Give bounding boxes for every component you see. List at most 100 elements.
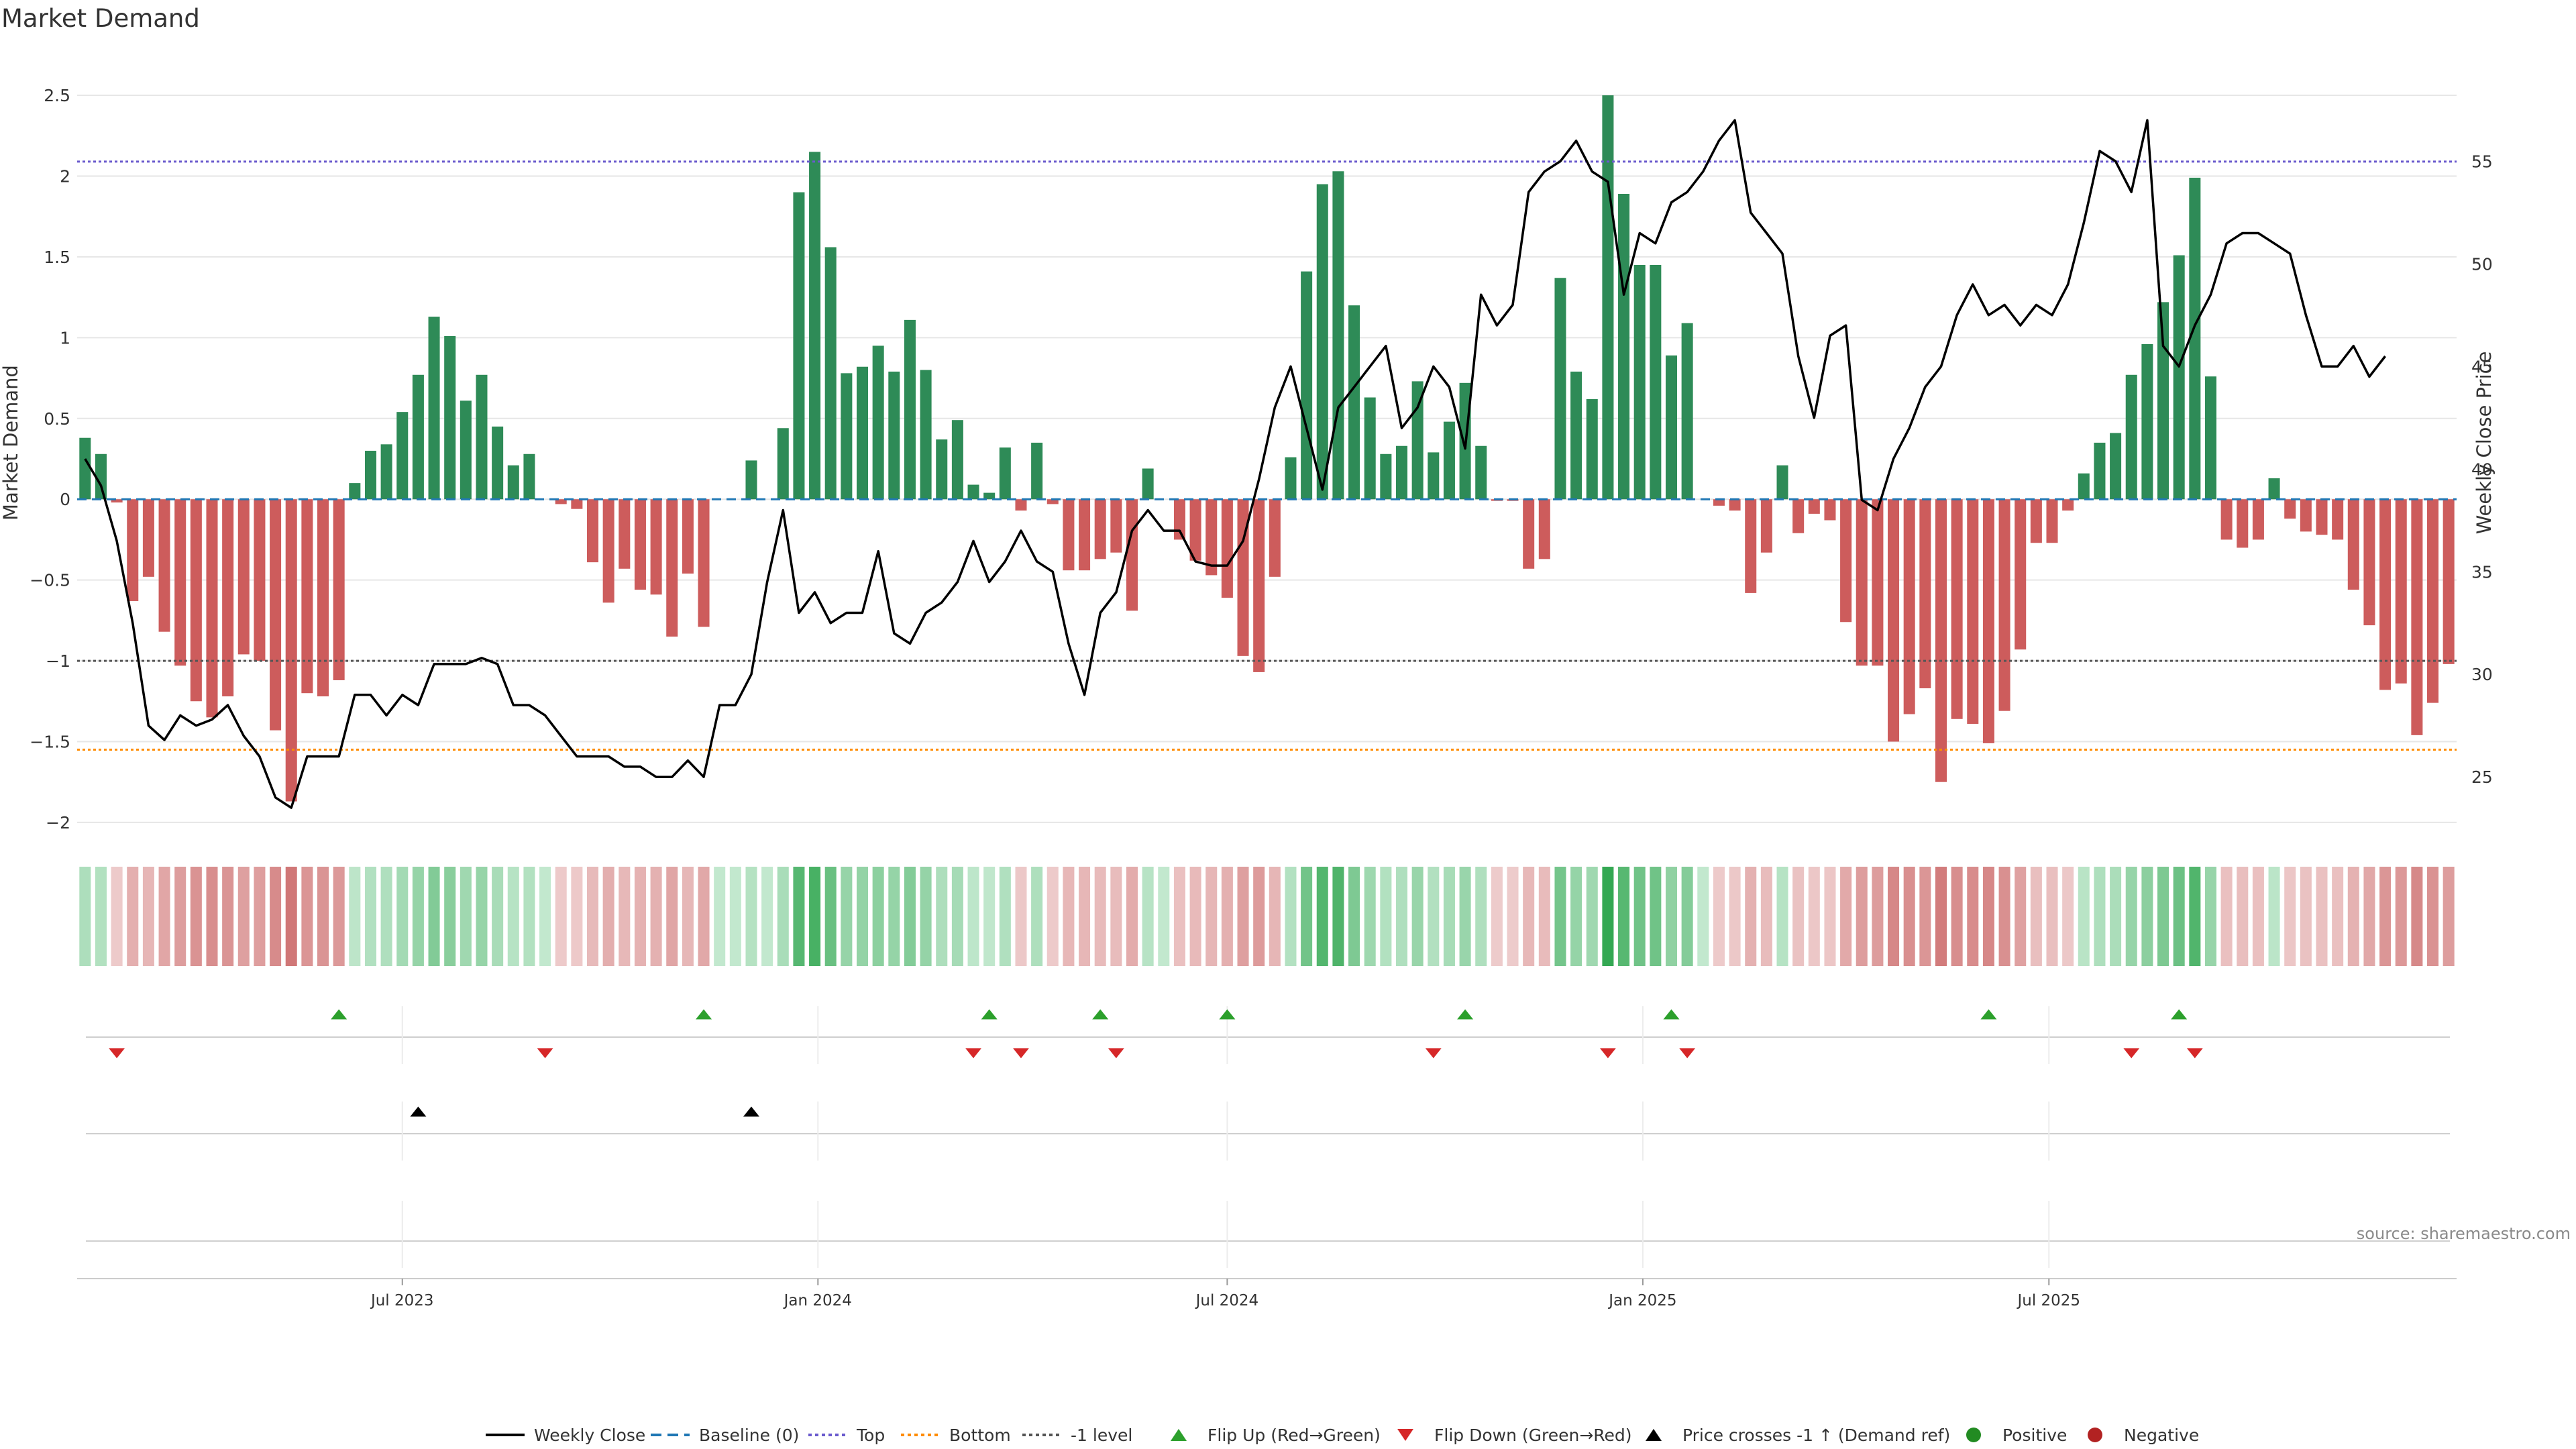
flip-down-marker (1108, 1048, 1124, 1059)
negative-demand-bar (301, 499, 313, 694)
heat-cell (158, 867, 170, 966)
heat-cell (2363, 867, 2375, 966)
positive-demand-bar (983, 492, 996, 500)
heat-cell (301, 867, 313, 966)
demand-bars (79, 95, 2455, 802)
heat-cell (507, 867, 519, 966)
flip-up-marker (331, 1009, 347, 1020)
y2-tick-label: 55 (2471, 152, 2493, 171)
negative-demand-bar (2411, 499, 2423, 735)
heat-cell (237, 867, 250, 966)
heat-cell (1586, 867, 1598, 966)
positive-demand-bar (507, 465, 519, 500)
heat-cell (222, 867, 234, 966)
heat-cell (809, 867, 821, 966)
negative-demand-bar (682, 499, 694, 574)
negative-demand-bar (2015, 499, 2027, 650)
heat-cell (1173, 867, 1185, 966)
y-tick-label: 1 (60, 328, 70, 347)
heat-cell (824, 867, 837, 966)
positive-demand-bar (1665, 355, 1678, 500)
positive-demand-bar (2078, 473, 2090, 500)
legend-swatch (1397, 1429, 1413, 1441)
y2-tick-label: 25 (2471, 767, 2493, 787)
positive-demand-bar (412, 374, 424, 500)
heat-cell (190, 867, 202, 966)
negative-demand-bar (1967, 499, 1979, 724)
heat-cell (2125, 867, 2137, 966)
legend-label: Bottom (949, 1426, 1011, 1445)
positive-demand-bar (967, 484, 979, 500)
heat-cell (1840, 867, 1852, 966)
y2-tick-label: 40 (2471, 460, 2493, 479)
heat-cell (1951, 867, 1963, 966)
heat-cell (1063, 867, 1075, 966)
heat-cell (761, 867, 773, 966)
heat-cell (2220, 867, 2233, 966)
heat-cell (2237, 867, 2249, 966)
legend-negative: Negative (2088, 1426, 2199, 1445)
flip-down-marker (537, 1048, 553, 1059)
heat-cell (777, 867, 789, 966)
legend-label: -1 level (1071, 1426, 1132, 1445)
positive-demand-bar (1316, 184, 1328, 500)
positive-demand-bar (999, 447, 1011, 500)
flip-up-marker (1663, 1009, 1680, 1020)
heat-cell (1776, 867, 1788, 966)
negative-demand-bar (2395, 499, 2407, 684)
price-cross-marker (410, 1106, 427, 1117)
demand-heat-strip (79, 867, 2455, 966)
negative-demand-bar (619, 499, 631, 569)
positive-demand-bar (1618, 194, 1630, 500)
negative-demand-bar (2379, 499, 2392, 690)
heat-cell (1189, 867, 1201, 966)
positive-demand-bar (1285, 457, 1297, 500)
heat-cell (2395, 867, 2407, 966)
legend-top: Top (808, 1426, 885, 1445)
heat-cell (2141, 867, 2153, 966)
heat-cell (1205, 867, 1218, 966)
heat-cell (1919, 867, 1931, 966)
price-series (84, 119, 2386, 809)
positive-demand-bar (793, 192, 805, 500)
positive-demand-bar (1301, 271, 1313, 500)
heat-cell (2411, 867, 2423, 966)
positive-demand-bar (492, 426, 504, 500)
heat-cell (1158, 867, 1170, 966)
negative-demand-bar (1538, 499, 1550, 559)
heat-cell (999, 867, 1011, 966)
heat-cell (634, 867, 646, 966)
negative-demand-bar (1015, 499, 1027, 511)
heat-cell (571, 867, 583, 966)
legend-label: Positive (2002, 1426, 2067, 1445)
heat-cell (1411, 867, 1424, 966)
positive-demand-bar (777, 428, 789, 500)
heat-cell (428, 867, 440, 966)
negative-demand-bar (666, 499, 678, 637)
negative-demand-bar (1237, 499, 1249, 656)
positive-demand-bar (1443, 421, 1455, 500)
heat-cell (2157, 867, 2169, 966)
heat-cell (936, 867, 948, 966)
negative-demand-bar (285, 499, 297, 802)
heat-cell (2110, 867, 2122, 966)
weekly-close-line (84, 119, 2386, 809)
flip-down-marker (1425, 1048, 1442, 1059)
negative-demand-bar (1523, 499, 1535, 569)
heat-cell (2316, 867, 2328, 966)
negative-demand-bar (587, 499, 599, 563)
negative-demand-bar (1063, 499, 1075, 571)
heat-cell (1538, 867, 1550, 966)
y2-tick-label: 50 (2471, 254, 2493, 274)
chart-title: Market Demand (1, 4, 200, 33)
legend-swatch (1171, 1429, 1187, 1441)
y-tick-label: 0.5 (44, 409, 70, 429)
heat-cell (602, 867, 614, 966)
y-tick-label: −2 (46, 813, 70, 833)
flip-up-marker (1092, 1009, 1109, 1020)
heat-cell (967, 867, 979, 966)
negative-demand-bar (2300, 499, 2312, 532)
heat-cell (2078, 867, 2090, 966)
negative-demand-bar (1951, 499, 1963, 719)
